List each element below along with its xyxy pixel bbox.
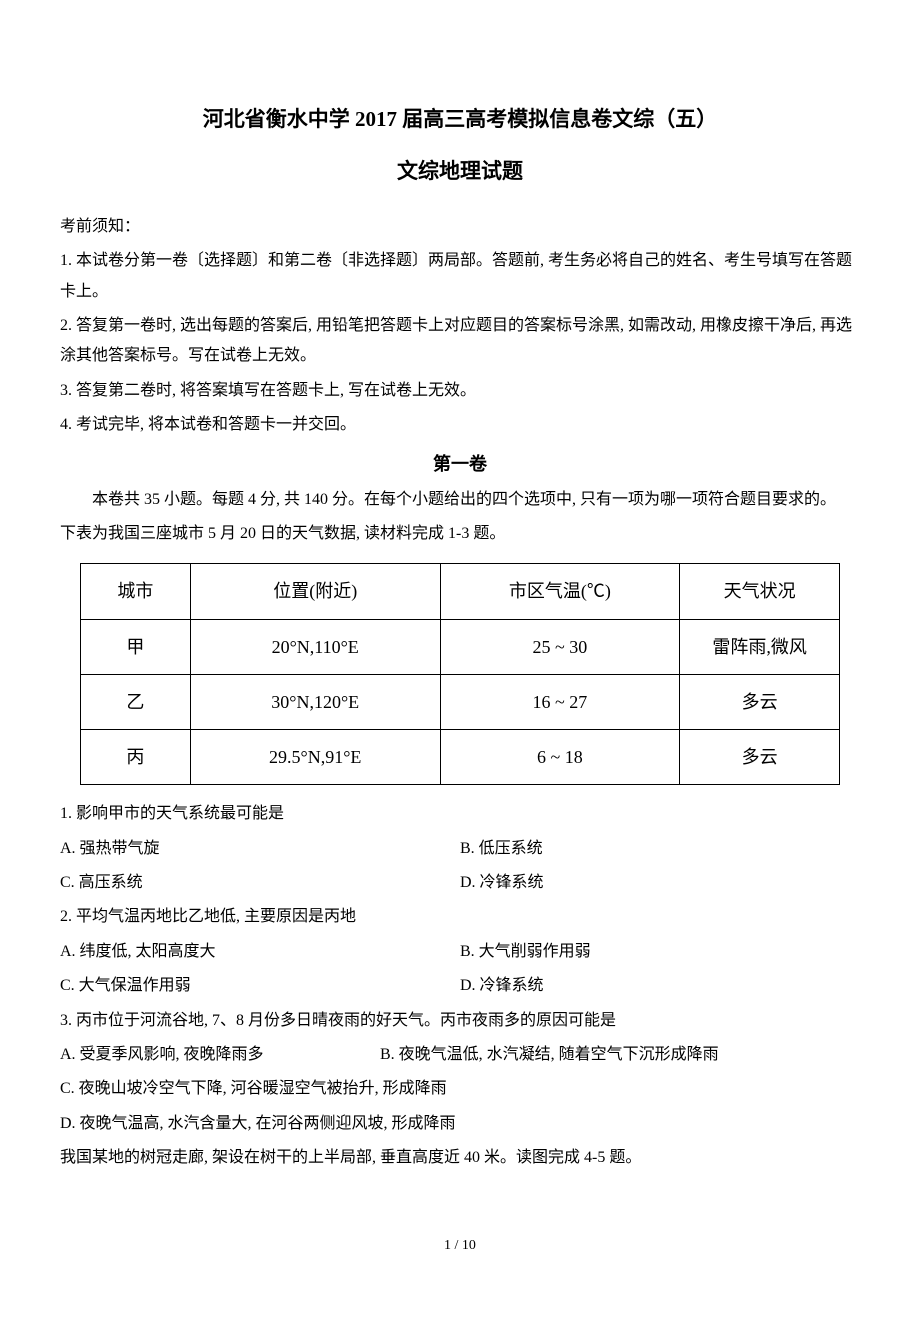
table-cell: 雷阵雨,微风: [680, 619, 840, 674]
question-option: C. 高压系统: [60, 868, 460, 898]
question-option: B. 大气削弱作用弱: [460, 937, 860, 967]
table-cell: 16 ~ 27: [440, 674, 680, 729]
table-cell: 30°N,120°E: [190, 674, 440, 729]
table-cell: 25 ~ 30: [440, 619, 680, 674]
question-context: 下表为我国三座城市 5 月 20 日的天气数据, 读材料完成 1-3 题。: [60, 519, 860, 549]
question-context: 我国某地的树冠走廊, 架设在树干的上半局部, 垂直高度近 40 米。读图完成 4…: [60, 1143, 860, 1173]
question-option: A. 受夏季风影响, 夜晚降雨多: [60, 1040, 380, 1070]
section-intro: 本卷共 35 小题。每题 4 分, 共 140 分。在每个小题给出的四个选项中,…: [60, 485, 860, 515]
table-row: 甲 20°N,110°E 25 ~ 30 雷阵雨,微风: [81, 619, 840, 674]
question-option: C. 夜晚山坡冷空气下降, 河谷暖湿空气被抬升, 形成降雨: [60, 1074, 860, 1104]
weather-data-table: 城市 位置(附近) 市区气温(℃) 天气状况 甲 20°N,110°E 25 ~…: [80, 563, 840, 785]
question-option: B. 夜晚气温低, 水汽凝结, 随着空气下沉形成降雨: [380, 1040, 860, 1070]
table-row: 乙 30°N,120°E 16 ~ 27 多云: [81, 674, 840, 729]
question-stem: 3. 丙市位于河流谷地, 7、8 月份多日晴夜雨的好天气。丙市夜雨多的原因可能是: [60, 1006, 860, 1036]
table-cell: 乙: [81, 674, 191, 729]
question-option: C. 大气保温作用弱: [60, 971, 460, 1001]
instruction-item: 3. 答复第二卷时, 将答案填写在答题卡上, 写在试卷上无效。: [60, 376, 860, 406]
table-header-cell: 位置(附近): [190, 564, 440, 619]
instruction-item: 4. 考试完毕, 将本试卷和答题卡一并交回。: [60, 410, 860, 440]
question-option: D. 冷锋系统: [460, 971, 860, 1001]
question-stem: 1. 影响甲市的天气系统最可能是: [60, 799, 860, 829]
table-row: 丙 29.5°N,91°E 6 ~ 18 多云: [81, 730, 840, 785]
section-heading: 第一卷: [60, 447, 860, 481]
table-cell: 丙: [81, 730, 191, 785]
instruction-item: 1. 本试卷分第一卷〔选择题〕和第二卷〔非选择题〕两局部。答题前, 考生务必将自…: [60, 246, 860, 307]
question-option: B. 低压系统: [460, 834, 860, 864]
table-header-cell: 城市: [81, 564, 191, 619]
doc-title-main: 河北省衡水中学 2017 届高三高考模拟信息卷文综（五）: [60, 100, 860, 140]
question-stem: 2. 平均气温丙地比乙地低, 主要原因是丙地: [60, 902, 860, 932]
page-number: 1 / 10: [60, 1233, 860, 1260]
table-header-cell: 天气状况: [680, 564, 840, 619]
table-header-cell: 市区气温(℃): [440, 564, 680, 619]
instruction-item: 2. 答复第一卷时, 选出每题的答案后, 用铅笔把答题卡上对应题目的答案标号涂黑…: [60, 311, 860, 372]
question-option: A. 强热带气旋: [60, 834, 460, 864]
table-cell: 20°N,110°E: [190, 619, 440, 674]
doc-title-sub: 文综地理试题: [60, 152, 860, 192]
table-cell: 多云: [680, 674, 840, 729]
question-option: D. 夜晚气温高, 水汽含量大, 在河谷两侧迎风坡, 形成降雨: [60, 1109, 860, 1139]
table-cell: 甲: [81, 619, 191, 674]
question-option: A. 纬度低, 太阳高度大: [60, 937, 460, 967]
instructions-label: 考前须知：: [60, 212, 860, 242]
table-header-row: 城市 位置(附近) 市区气温(℃) 天气状况: [81, 564, 840, 619]
table-cell: 6 ~ 18: [440, 730, 680, 785]
table-cell: 29.5°N,91°E: [190, 730, 440, 785]
question-option: D. 冷锋系统: [460, 868, 860, 898]
table-cell: 多云: [680, 730, 840, 785]
